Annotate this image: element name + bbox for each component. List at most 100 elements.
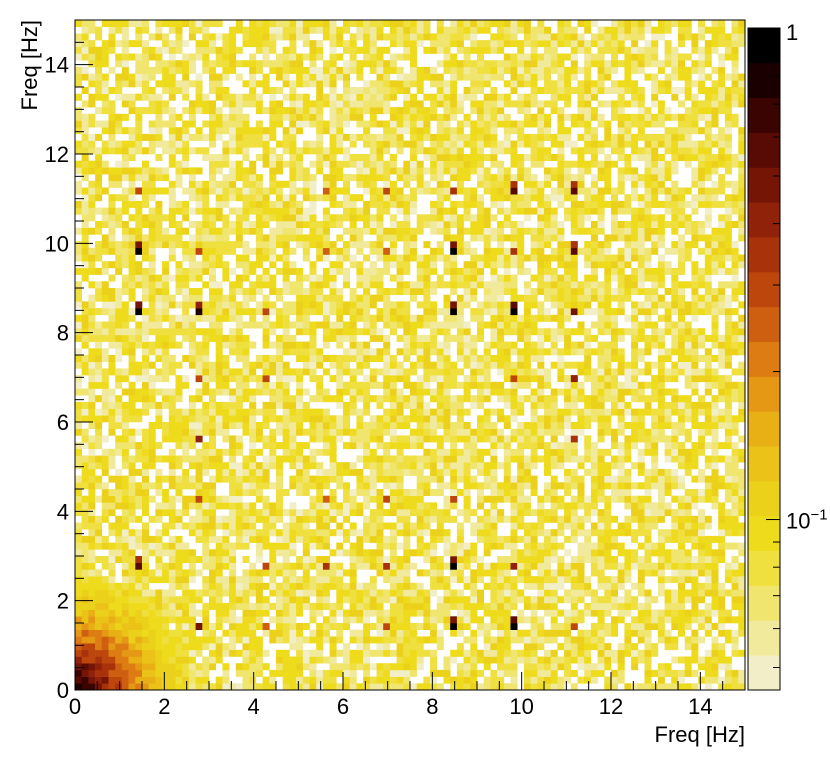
heatmap-cell [691, 616, 699, 624]
heatmap-cell [470, 428, 478, 436]
heatmap-cell [316, 535, 324, 543]
heatmap-cell [222, 368, 230, 376]
heatmap-cell [456, 602, 464, 610]
heatmap-cell [564, 623, 572, 630]
heatmap-cell [269, 529, 277, 537]
heatmap-cell [222, 502, 230, 510]
heatmap-cell [557, 683, 565, 691]
heatmap-cell [490, 442, 498, 450]
heatmap-cell [711, 676, 719, 684]
heatmap-cell [289, 375, 297, 383]
heatmap-cell [88, 314, 96, 322]
heatmap-cell [423, 649, 431, 657]
heatmap-cell [503, 274, 511, 282]
heatmap-cell [242, 576, 250, 584]
heatmap-cell [410, 428, 417, 436]
heatmap-cell [369, 683, 377, 691]
heatmap-cell [262, 388, 270, 396]
heatmap-cell [597, 415, 605, 423]
heatmap-cell [738, 529, 746, 537]
heatmap-cell [564, 448, 572, 456]
heatmap-cell [389, 609, 397, 617]
heatmap-cell [108, 556, 116, 563]
heatmap-cell [142, 321, 149, 329]
heatmap-cell [711, 375, 719, 383]
heatmap-cell [175, 375, 183, 383]
heatmap-cell [644, 267, 652, 275]
heatmap-cell [731, 294, 739, 302]
heatmap-cell [88, 435, 96, 443]
heatmap-cell [724, 475, 732, 483]
heatmap-cell [289, 522, 297, 530]
heatmap-cell [309, 683, 317, 691]
heatmap-cell [369, 676, 377, 684]
heatmap-cell [329, 515, 337, 523]
heatmap-cell [128, 643, 136, 651]
heatmap-cell [570, 529, 578, 537]
heatmap-cell [322, 602, 330, 610]
heatmap-cell [356, 468, 364, 476]
heatmap-cell [664, 663, 672, 671]
heatmap-cell [684, 683, 692, 691]
heatmap-cell [597, 609, 605, 617]
heatmap-cell [456, 542, 464, 550]
heatmap-cell [336, 589, 344, 597]
heatmap-cell [182, 314, 190, 322]
heatmap-cell [135, 468, 143, 476]
heatmap-cell [523, 475, 531, 483]
heatmap-cell [450, 656, 458, 664]
heatmap-cell [182, 435, 190, 443]
heatmap-cell [108, 636, 116, 644]
heatmap-cell [249, 267, 257, 275]
heatmap-cell [235, 308, 243, 316]
heatmap-cell [678, 676, 685, 684]
heatmap-cell [731, 462, 739, 470]
heatmap-cell [363, 455, 371, 463]
heatmap-cell [570, 582, 578, 590]
heatmap-cell [235, 649, 243, 657]
heatmap-cell [423, 609, 431, 617]
heatmap-cell [282, 455, 290, 463]
heatmap-cell [570, 341, 578, 349]
heatmap-cell [436, 535, 444, 543]
heatmap-cell [128, 462, 136, 470]
heatmap-cell [671, 556, 679, 563]
heatmap-cell [242, 361, 250, 369]
heatmap-cell [544, 576, 551, 584]
heatmap-cell [490, 582, 498, 590]
heatmap-cell [343, 515, 350, 523]
heatmap-cell [108, 649, 116, 657]
heatmap-cell [95, 683, 103, 691]
heatmap-cell [490, 636, 498, 644]
heatmap-cell [316, 656, 324, 664]
heatmap-cell [229, 468, 237, 476]
heatmap-cell [503, 569, 511, 577]
heatmap-cell [88, 656, 96, 664]
heatmap-cell [416, 596, 424, 604]
heatmap-cell [155, 301, 163, 309]
heatmap-cell [121, 301, 129, 309]
heatmap-cell [222, 341, 230, 349]
heatmap-cell [470, 576, 478, 584]
heatmap-cell [175, 656, 183, 664]
heatmap-cell [168, 602, 176, 610]
heatmap-cell [296, 348, 304, 356]
heatmap-cell [121, 549, 129, 557]
heatmap-cell [202, 301, 210, 309]
heatmap-cell [363, 341, 371, 349]
heatmap-cell [182, 676, 190, 684]
heatmap-cell [423, 308, 431, 316]
heatmap-cell [731, 489, 739, 496]
heatmap-cell [249, 629, 257, 637]
heatmap-cell [202, 489, 210, 496]
heatmap-cell [209, 334, 216, 342]
heatmap-cell [704, 489, 712, 496]
heatmap-cell [282, 609, 290, 617]
heatmap-cell [731, 522, 739, 530]
heatmap-cell [215, 415, 223, 423]
heatmap-cell [229, 308, 237, 316]
heatmap-cell [222, 355, 230, 362]
heatmap-cell [416, 462, 424, 470]
heatmap-cell [329, 489, 337, 496]
heatmap-cell [590, 442, 598, 450]
